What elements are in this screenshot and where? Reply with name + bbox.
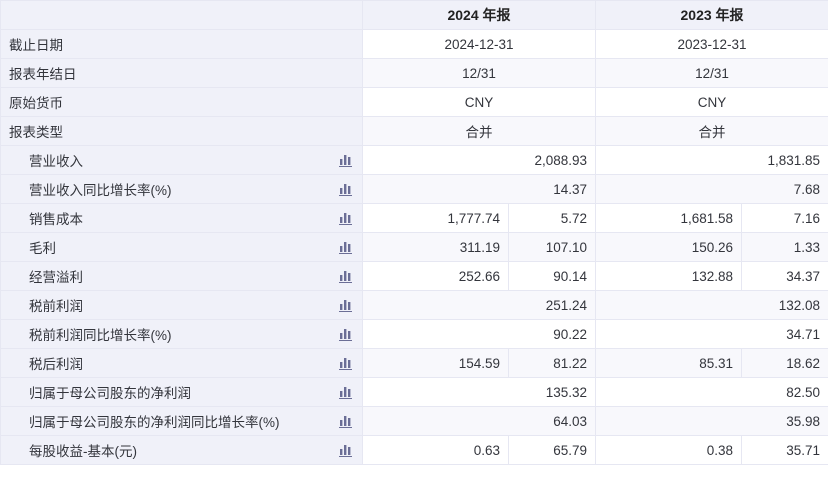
row-label-cell: 销售成本 [0,203,363,233]
value-2023: 7.68 [595,174,828,204]
bar-chart-icon[interactable] [339,212,352,225]
meta-row: 报表年结日 12/31 12/31 [0,58,828,88]
row-label: 归属于母公司股东的净利润 [29,386,191,401]
value-2024: 135.32 [361,377,597,407]
table-row: 营业收入同比增长率(%) 14.37 7.68 [0,174,828,204]
value-2024: 311.19 [362,232,509,262]
value-2024: 64.03 [361,406,597,436]
row-label-cell: 税后利润 [0,348,363,378]
table-row: 每股收益-基本(元) 0.63 65.79 0.38 35.71 [0,435,828,465]
row-label: 销售成本 [29,212,83,227]
row-label: 税前利润 [29,299,83,314]
value-2024: 2,088.93 [361,145,597,175]
growth-2023: 1.33 [741,232,828,262]
value-2024: 14.37 [361,174,597,204]
row-label: 每股收益-基本(元) [29,444,137,459]
value-2023: 150.26 [595,232,743,262]
bar-chart-icon[interactable] [339,357,352,370]
row-label: 营业收入 [29,154,83,169]
meta-row: 截止日期 2024-12-31 2023-12-31 [0,29,828,59]
row-label: 原始货币 [0,87,363,117]
financial-summary-table: 2024 年报 2023 年报 截止日期 2024-12-31 2023-12-31… [0,0,828,465]
value-2024: 154.59 [362,348,509,378]
value-2023: 1,681.58 [595,203,743,233]
growth-2023: 34.37 [741,261,828,291]
table-header-row: 2024 年报 2023 年报 [0,0,828,30]
row-label: 营业收入同比增长率(%) [29,183,172,198]
row-label-cell: 归属于母公司股东的净利润 [0,377,363,407]
bar-chart-icon[interactable] [339,299,352,312]
value-2023: CNY [595,87,828,117]
value-2024: 1,777.74 [362,203,509,233]
row-label-cell: 经营溢利 [0,261,363,291]
value-2023: 132.08 [595,290,828,320]
value-2024: 0.63 [362,435,509,465]
row-label-cell: 税前利润同比增长率(%) [0,319,363,349]
row-label: 税前利润同比增长率(%) [29,328,172,343]
row-label: 税后利润 [29,357,83,372]
table-row: 税后利润 154.59 81.22 85.31 18.62 [0,348,828,378]
growth-2024: 90.14 [507,261,597,291]
value-2023: 合并 [595,116,828,146]
growth-2023: 18.62 [741,348,828,378]
value-2024: 合并 [361,116,597,146]
growth-2024: 107.10 [507,232,597,262]
value-2023: 0.38 [595,435,743,465]
value-2023: 82.50 [595,377,828,407]
growth-2023: 35.71 [741,435,828,465]
value-2024: 252.66 [362,261,509,291]
meta-row: 报表类型 合并 合并 [0,116,828,146]
table-row: 营业收入 2,088.93 1,831.85 [0,145,828,175]
row-label-cell: 毛利 [0,232,363,262]
table-row: 归属于母公司股东的净利润 135.32 82.50 [0,377,828,407]
table-row: 税前利润同比增长率(%) 90.22 34.71 [0,319,828,349]
value-2024: 251.24 [361,290,597,320]
value-2024: 2024-12-31 [361,29,597,59]
growth-2024: 81.22 [507,348,597,378]
value-2023: 12/31 [595,58,828,88]
bar-chart-icon[interactable] [339,183,352,196]
row-label: 归属于母公司股东的净利润同比增长率(%) [29,415,280,430]
growth-2023: 7.16 [741,203,828,233]
column-header-2024[interactable]: 2024 年报 [361,0,597,30]
row-label: 毛利 [29,241,56,256]
bar-chart-icon[interactable] [339,415,352,428]
value-2023: 34.71 [595,319,828,349]
column-header-2023[interactable]: 2023 年报 [595,0,828,30]
header-label-column [0,0,363,30]
row-label: 报表年结日 [0,58,363,88]
row-label: 截止日期 [0,29,363,59]
bar-chart-icon[interactable] [339,444,352,457]
row-label-cell: 营业收入 [0,145,363,175]
value-2024: CNY [361,87,597,117]
row-label: 报表类型 [0,116,363,146]
table-row: 经营溢利 252.66 90.14 132.88 34.37 [0,261,828,291]
meta-row: 原始货币 CNY CNY [0,87,828,117]
row-label: 经营溢利 [29,270,83,285]
table-row: 归属于母公司股东的净利润同比增长率(%) 64.03 35.98 [0,406,828,436]
value-2024: 90.22 [361,319,597,349]
value-2024: 12/31 [361,58,597,88]
bar-chart-icon[interactable] [339,328,352,341]
row-label-cell: 归属于母公司股东的净利润同比增长率(%) [0,406,363,436]
row-label-cell: 税前利润 [0,290,363,320]
value-2023: 2023-12-31 [595,29,828,59]
bar-chart-icon[interactable] [339,241,352,254]
value-2023: 35.98 [595,406,828,436]
table-row: 销售成本 1,777.74 5.72 1,681.58 7.16 [0,203,828,233]
bar-chart-icon[interactable] [339,386,352,399]
value-2023: 1,831.85 [595,145,828,175]
table-row: 毛利 311.19 107.10 150.26 1.33 [0,232,828,262]
row-label-cell: 营业收入同比增长率(%) [0,174,363,204]
growth-2024: 5.72 [507,203,597,233]
growth-2024: 65.79 [507,435,597,465]
value-2023: 132.88 [595,261,743,291]
bar-chart-icon[interactable] [339,270,352,283]
table-row: 税前利润 251.24 132.08 [0,290,828,320]
value-2023: 85.31 [595,348,743,378]
row-label-cell: 每股收益-基本(元) [0,435,363,465]
bar-chart-icon[interactable] [339,154,352,167]
